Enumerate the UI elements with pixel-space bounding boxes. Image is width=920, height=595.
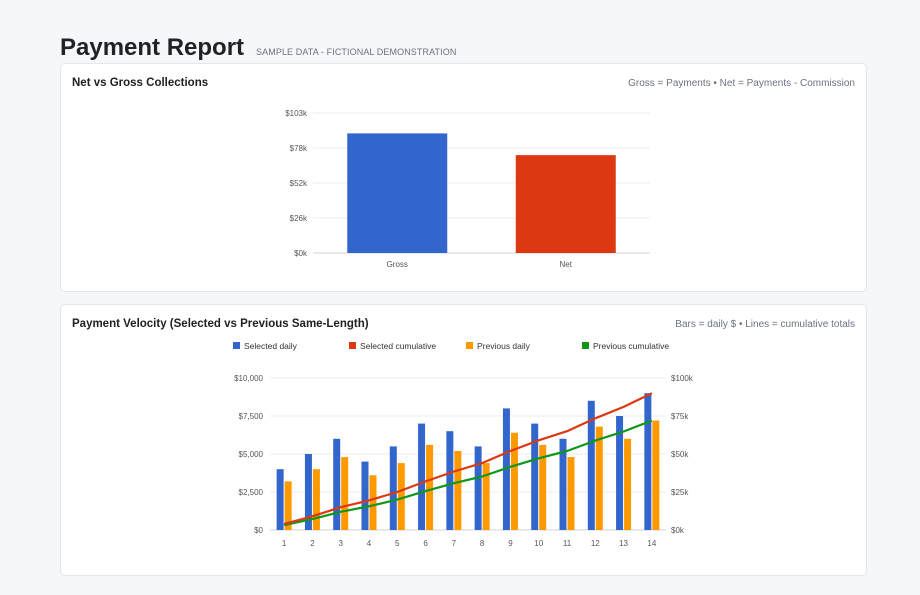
payment-velocity-card: Payment Velocity (Selected vs Previous S… [60,304,867,576]
x-tick-label: Gross [387,260,408,269]
bar-previous-daily [454,450,462,530]
x-tick-label: Net [560,260,573,269]
legend-label: Previous cumulative [593,341,669,351]
x-tick-label: 8 [480,539,485,548]
page-subtitle: SAMPLE DATA - FICTIONAL DEMONSTRATION [256,47,457,57]
bar-net [515,155,616,253]
bar-selected-daily [559,438,567,530]
y-right-tick-label: $0k [671,526,685,535]
bar-selected-daily [304,454,312,530]
x-tick-label: 3 [338,539,343,548]
legend-label: Previous daily [477,341,531,351]
y-right-tick-label: $50k [671,450,689,459]
y-left-tick-label: $5,000 [239,450,264,459]
legend-swatch [349,342,356,349]
bar-selected-daily [644,393,652,530]
x-tick-label: 6 [423,539,428,548]
bar-previous-daily [426,444,434,530]
x-tick-label: 5 [395,539,400,548]
bar-previous-daily [510,432,518,530]
y-left-tick-label: $7,500 [239,412,264,421]
bar-selected-daily [531,423,539,530]
legend-swatch [466,342,473,349]
x-tick-label: 11 [563,539,572,548]
bar-selected-daily [418,423,426,530]
line-previous-cumulative [283,419,653,527]
y-right-tick-label: $100k [671,374,694,383]
x-tick-label: 10 [534,539,543,548]
bar-previous-daily [595,426,603,530]
y-left-tick-label: $10,000 [234,374,263,383]
bar-previous-daily [369,475,377,530]
bar-selected-daily [446,431,454,530]
y-left-tick-label: $0 [254,526,263,535]
net-vs-gross-chart: $0k $26k $52k $78k $103k Gross Net [285,109,650,269]
net-vs-gross-note: Gross = Payments • Net = Payments - Comm… [628,78,855,89]
x-tick-label: 12 [591,539,600,548]
y-right-tick-label: $25k [671,488,689,497]
legend-label: Selected daily [244,341,298,351]
y-tick-label: $103k [285,109,308,118]
x-tick-label: 1 [282,539,287,548]
x-tick-label: 2 [310,539,315,548]
bar-previous-daily [539,444,547,530]
bar-previous-daily [284,481,292,530]
x-tick-label: 14 [647,539,656,548]
legend-swatch [582,342,589,349]
bar-selected-daily [389,446,397,530]
net-vs-gross-title: Net vs Gross Collections [72,77,209,89]
y-tick-label: $26k [290,214,308,223]
bar-previous-daily [482,463,490,530]
legend-swatch [233,342,240,349]
bar-previous-daily [312,469,320,530]
page-title: Payment Report [60,34,245,61]
y-tick-label: $0k [294,249,308,258]
bar-gross [347,133,448,253]
bar-previous-daily [397,463,405,530]
legend-label: Selected cumulative [360,341,436,351]
payment-velocity-title: Payment Velocity (Selected vs Previous S… [72,318,369,330]
bar-selected-daily [361,461,369,530]
x-tick-label: 7 [452,539,457,548]
bar-previous-daily [652,420,660,530]
bar-selected-daily [333,438,341,530]
payment-velocity-chart: $0 $0k $2,500 $25k $5,000 $50k $7,500 $75k $10,0… [233,341,694,548]
net-vs-gross-card: Net vs Gross Collections Gross = Payment… [60,63,867,292]
y-left-tick-label: $2,500 [239,488,264,497]
x-tick-label: 4 [367,539,372,548]
bar-previous-daily [624,438,632,530]
payment-velocity-note: Bars = daily $ • Lines = cumulative tota… [675,319,855,330]
bar-selected-daily [587,400,595,530]
y-tick-label: $52k [290,179,308,188]
x-tick-label: 9 [508,539,513,548]
report-header: Payment Report SAMPLE DATA - FICTIONAL D… [60,34,456,62]
bar-previous-daily [341,457,349,530]
bar-previous-daily [567,457,575,530]
bar-selected-daily [276,469,284,530]
bar-selected-daily [474,446,482,530]
x-tick-label: 13 [619,539,628,548]
y-tick-label: $78k [290,144,308,153]
y-right-tick-label: $75k [671,412,689,421]
bar-selected-daily [616,416,624,530]
line-selected-cumulative [283,392,653,525]
